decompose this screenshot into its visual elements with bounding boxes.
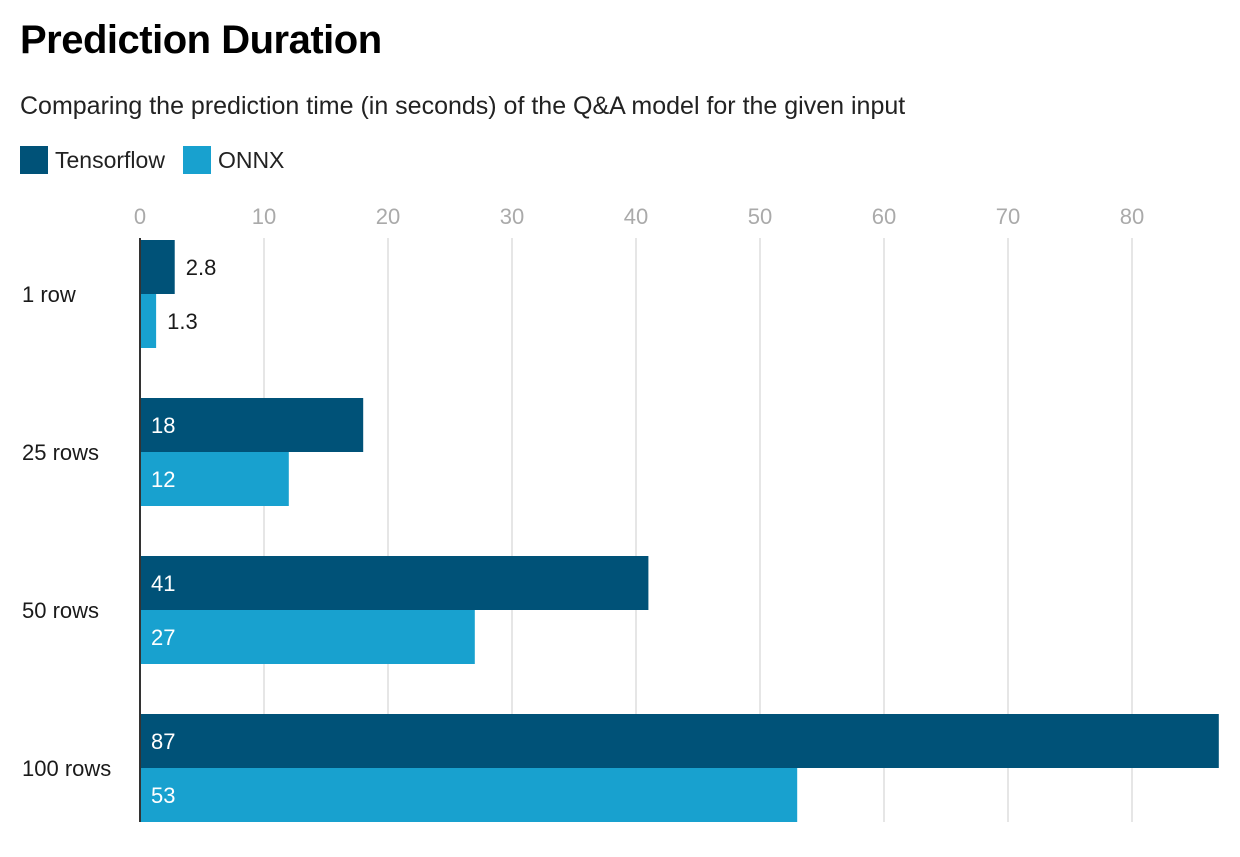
bar-onnx-1	[140, 452, 289, 506]
x-tick-label-70: 70	[996, 204, 1020, 229]
data-label-onnx-3: 53	[151, 783, 175, 808]
data-label-onnx-1: 12	[151, 467, 175, 492]
data-label-tensorflow-2: 41	[151, 571, 175, 596]
x-tick-label-60: 60	[872, 204, 896, 229]
bar-tensorflow-1	[140, 398, 364, 452]
chart-subtitle: Comparing the prediction time (in second…	[20, 92, 906, 120]
legend-item-tensorflow: Tensorflow	[20, 146, 165, 174]
data-label-tensorflow-3: 87	[151, 729, 175, 754]
bar-onnx-0	[140, 294, 157, 348]
legend-label-onnx: ONNX	[217, 146, 285, 173]
category-label-2: 50 rows	[22, 598, 99, 623]
chart-title: Prediction Duration	[20, 18, 382, 62]
x-tick-label-0: 0	[134, 204, 146, 229]
bar-onnx-2	[140, 610, 475, 664]
bar-tensorflow-2	[140, 556, 649, 610]
bar-tensorflow-3	[140, 714, 1219, 768]
category-label-0: 1 row	[22, 282, 76, 307]
data-label-onnx-2: 27	[151, 625, 175, 650]
bar-onnx-3	[140, 768, 798, 822]
x-tick-label-40: 40	[624, 204, 648, 229]
legend-swatch-tensorflow	[20, 146, 48, 174]
legend-label-tensorflow: Tensorflow	[55, 146, 165, 173]
legend-item-onnx: ONNX	[182, 146, 285, 174]
x-tick-label-80: 80	[1120, 204, 1144, 229]
category-label-1: 25 rows	[22, 440, 99, 465]
x-tick-label-50: 50	[748, 204, 772, 229]
bar-tensorflow-0	[140, 240, 175, 294]
data-label-tensorflow-1: 18	[151, 413, 175, 438]
data-label-tensorflow-0: 2.8	[186, 255, 217, 280]
x-tick-label-10: 10	[252, 204, 276, 229]
x-tick-label-20: 20	[376, 204, 400, 229]
legend: Tensorflow ONNX	[20, 146, 302, 174]
x-tick-label-30: 30	[500, 204, 524, 229]
category-label-3: 100 rows	[22, 756, 111, 781]
legend-swatch-onnx	[182, 146, 211, 174]
data-label-onnx-0: 1.3	[167, 309, 198, 334]
